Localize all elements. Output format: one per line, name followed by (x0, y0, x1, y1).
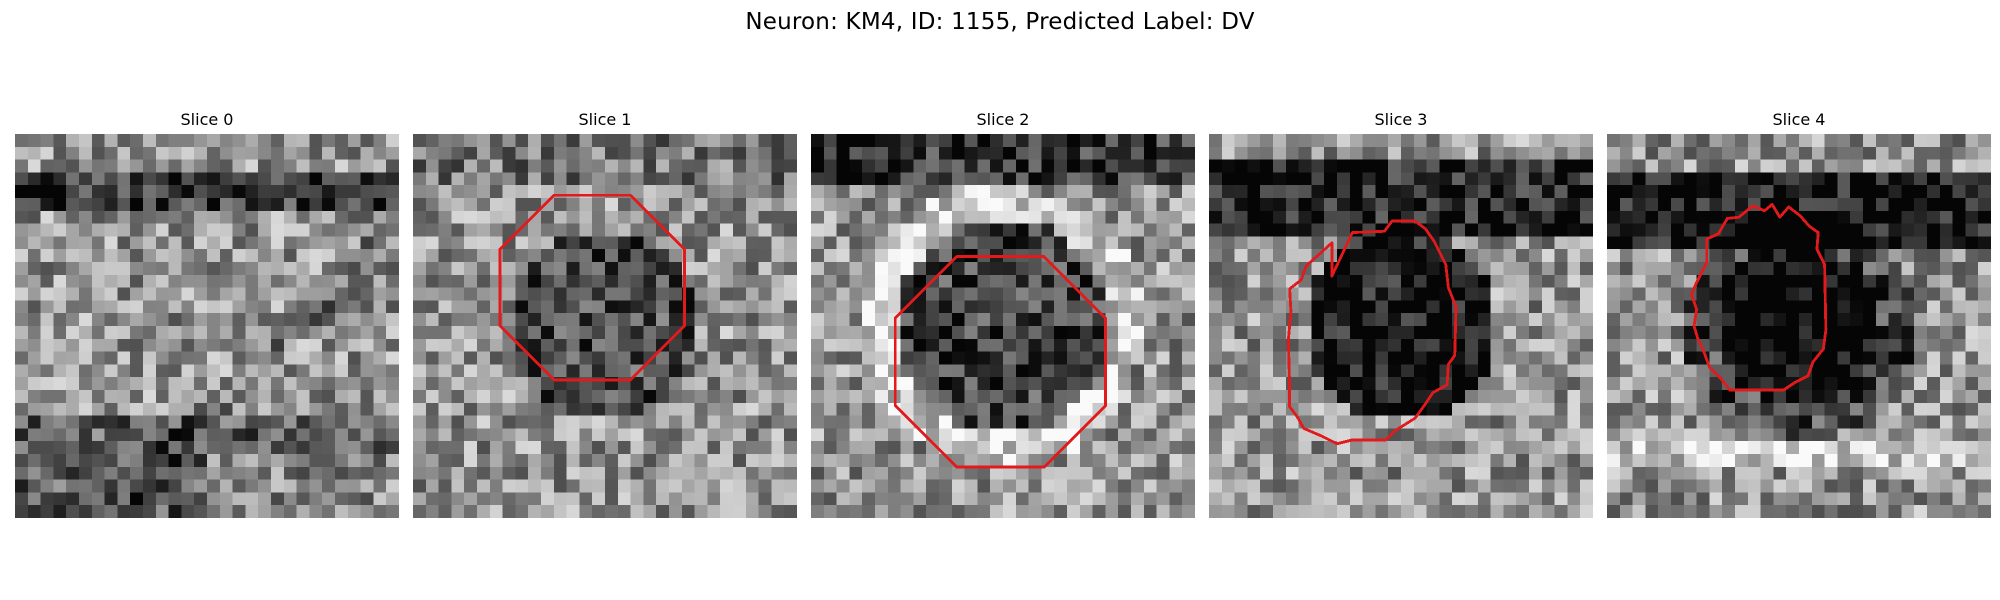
figure-title: Neuron: KM4, ID: 1155, Predicted Label: … (745, 9, 1255, 35)
slice-image-2 (811, 134, 1195, 518)
pixel-grid (811, 134, 1195, 518)
pixel-grid (1209, 134, 1593, 518)
pixel-grid (413, 134, 797, 518)
slice-image-4 (1607, 134, 1991, 518)
slice-panel-4: Slice 4 (1607, 108, 1991, 520)
slice-title-0: Slice 0 (180, 110, 234, 129)
slice-image-3 (1209, 134, 1593, 518)
slice-title-3: Slice 3 (1374, 110, 1428, 129)
slice-image-0 (15, 134, 399, 518)
slice-panel-0: Slice 0 (15, 108, 399, 520)
slice-title-2: Slice 2 (976, 110, 1030, 129)
slice-title-4: Slice 4 (1772, 110, 1826, 129)
slice-image-1 (413, 134, 797, 518)
roi-contour-2 (893, 255, 1108, 469)
slice-panel-3: Slice 3 (1209, 108, 1593, 520)
pixel-grid (1607, 134, 1991, 518)
roi-contour-3 (1286, 219, 1458, 446)
roi-contour-1 (498, 193, 686, 382)
slice-panel-2: Slice 2 (811, 108, 1195, 520)
pixel-grid (15, 134, 399, 518)
roi-contour-4 (1690, 202, 1828, 392)
slice-title-1: Slice 1 (578, 110, 632, 129)
slice-panel-1: Slice 1 (413, 108, 797, 520)
